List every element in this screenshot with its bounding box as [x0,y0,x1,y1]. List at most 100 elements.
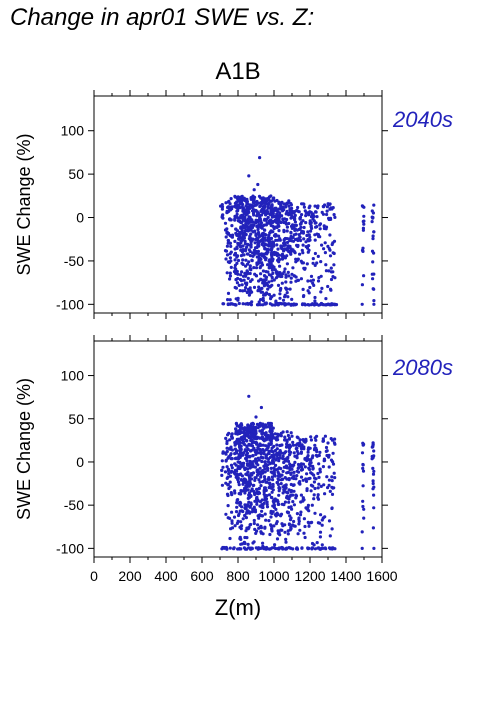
data-point [234,303,238,307]
data-point [273,543,277,547]
data-point [331,462,336,466]
data-point [304,245,308,249]
data-point [273,199,277,203]
data-point [271,460,276,465]
data-point [278,238,282,242]
data-point [299,231,304,235]
data-point [315,449,319,454]
data-point [252,213,256,217]
data-point [263,433,267,437]
data-point [253,510,258,514]
data-point [233,263,237,267]
data-point [253,527,257,532]
data-point [269,433,273,437]
data-point [264,278,268,282]
data-point [244,229,248,233]
data-point [372,454,376,458]
data-point [259,201,263,205]
data-point [267,195,271,199]
data-point [264,518,268,522]
data-point [286,270,290,274]
data-point [299,444,303,448]
data-point [247,174,251,178]
y-tick-label: 100 [61,123,85,139]
data-point [243,489,247,493]
data-point [221,450,225,454]
data-point [237,206,241,210]
data-point [235,469,239,473]
data-point [272,293,276,297]
data-point [222,302,226,306]
data-point [247,248,251,252]
data-point [265,502,269,506]
data-point [303,266,307,270]
data-point [240,270,244,274]
data-point [275,447,279,451]
data-point [272,453,276,457]
data-point [284,280,288,284]
data-point [313,511,317,515]
data-point [372,485,376,489]
data-point [248,271,252,276]
data-point [309,279,313,283]
data-point [268,243,272,247]
data-point [285,477,289,481]
data-point [290,467,294,471]
data-point [260,261,264,265]
data-point [241,244,245,248]
data-point [362,222,366,226]
data-point [220,473,224,477]
data-point [332,213,336,217]
data-point [238,537,242,541]
data-point [330,479,334,483]
data-point [279,287,283,291]
data-point [286,433,290,438]
data-point [240,250,245,254]
data-point [252,440,256,444]
data-point [261,269,265,273]
data-point [253,241,257,245]
data-point [220,205,225,209]
data-point [282,220,286,224]
data-point [312,497,316,501]
data-point [307,466,311,470]
data-point [226,238,230,243]
data-point [252,188,256,192]
data-point [245,262,250,266]
data-point [236,196,240,200]
data-point [266,250,270,254]
data-point [266,215,270,219]
data-point [331,270,335,274]
data-point [275,212,279,216]
data-point [250,259,254,263]
data-point [360,451,365,455]
data-point [284,302,288,306]
data-point [260,505,264,509]
data-point [270,255,274,259]
data-point [304,240,308,244]
data-point [331,251,335,255]
data-point [236,519,240,524]
data-point [277,220,281,224]
data-point [252,266,256,270]
data-point [254,274,259,278]
data-point [275,443,279,447]
data-point [244,456,248,461]
data-point [273,214,277,219]
data-point [240,229,244,233]
data-point [268,425,272,429]
data-point [323,251,327,255]
data-point [309,435,313,439]
x-tick-label: 1400 [330,568,361,584]
data-point [272,227,276,231]
data-point [257,279,261,283]
data-point [298,217,302,221]
data-point [372,203,376,207]
data-point [276,477,280,481]
data-point [319,302,324,306]
data-point [284,540,288,544]
data-point [251,251,255,255]
data-point [253,450,257,454]
data-point [301,261,305,265]
data-point [274,436,278,440]
